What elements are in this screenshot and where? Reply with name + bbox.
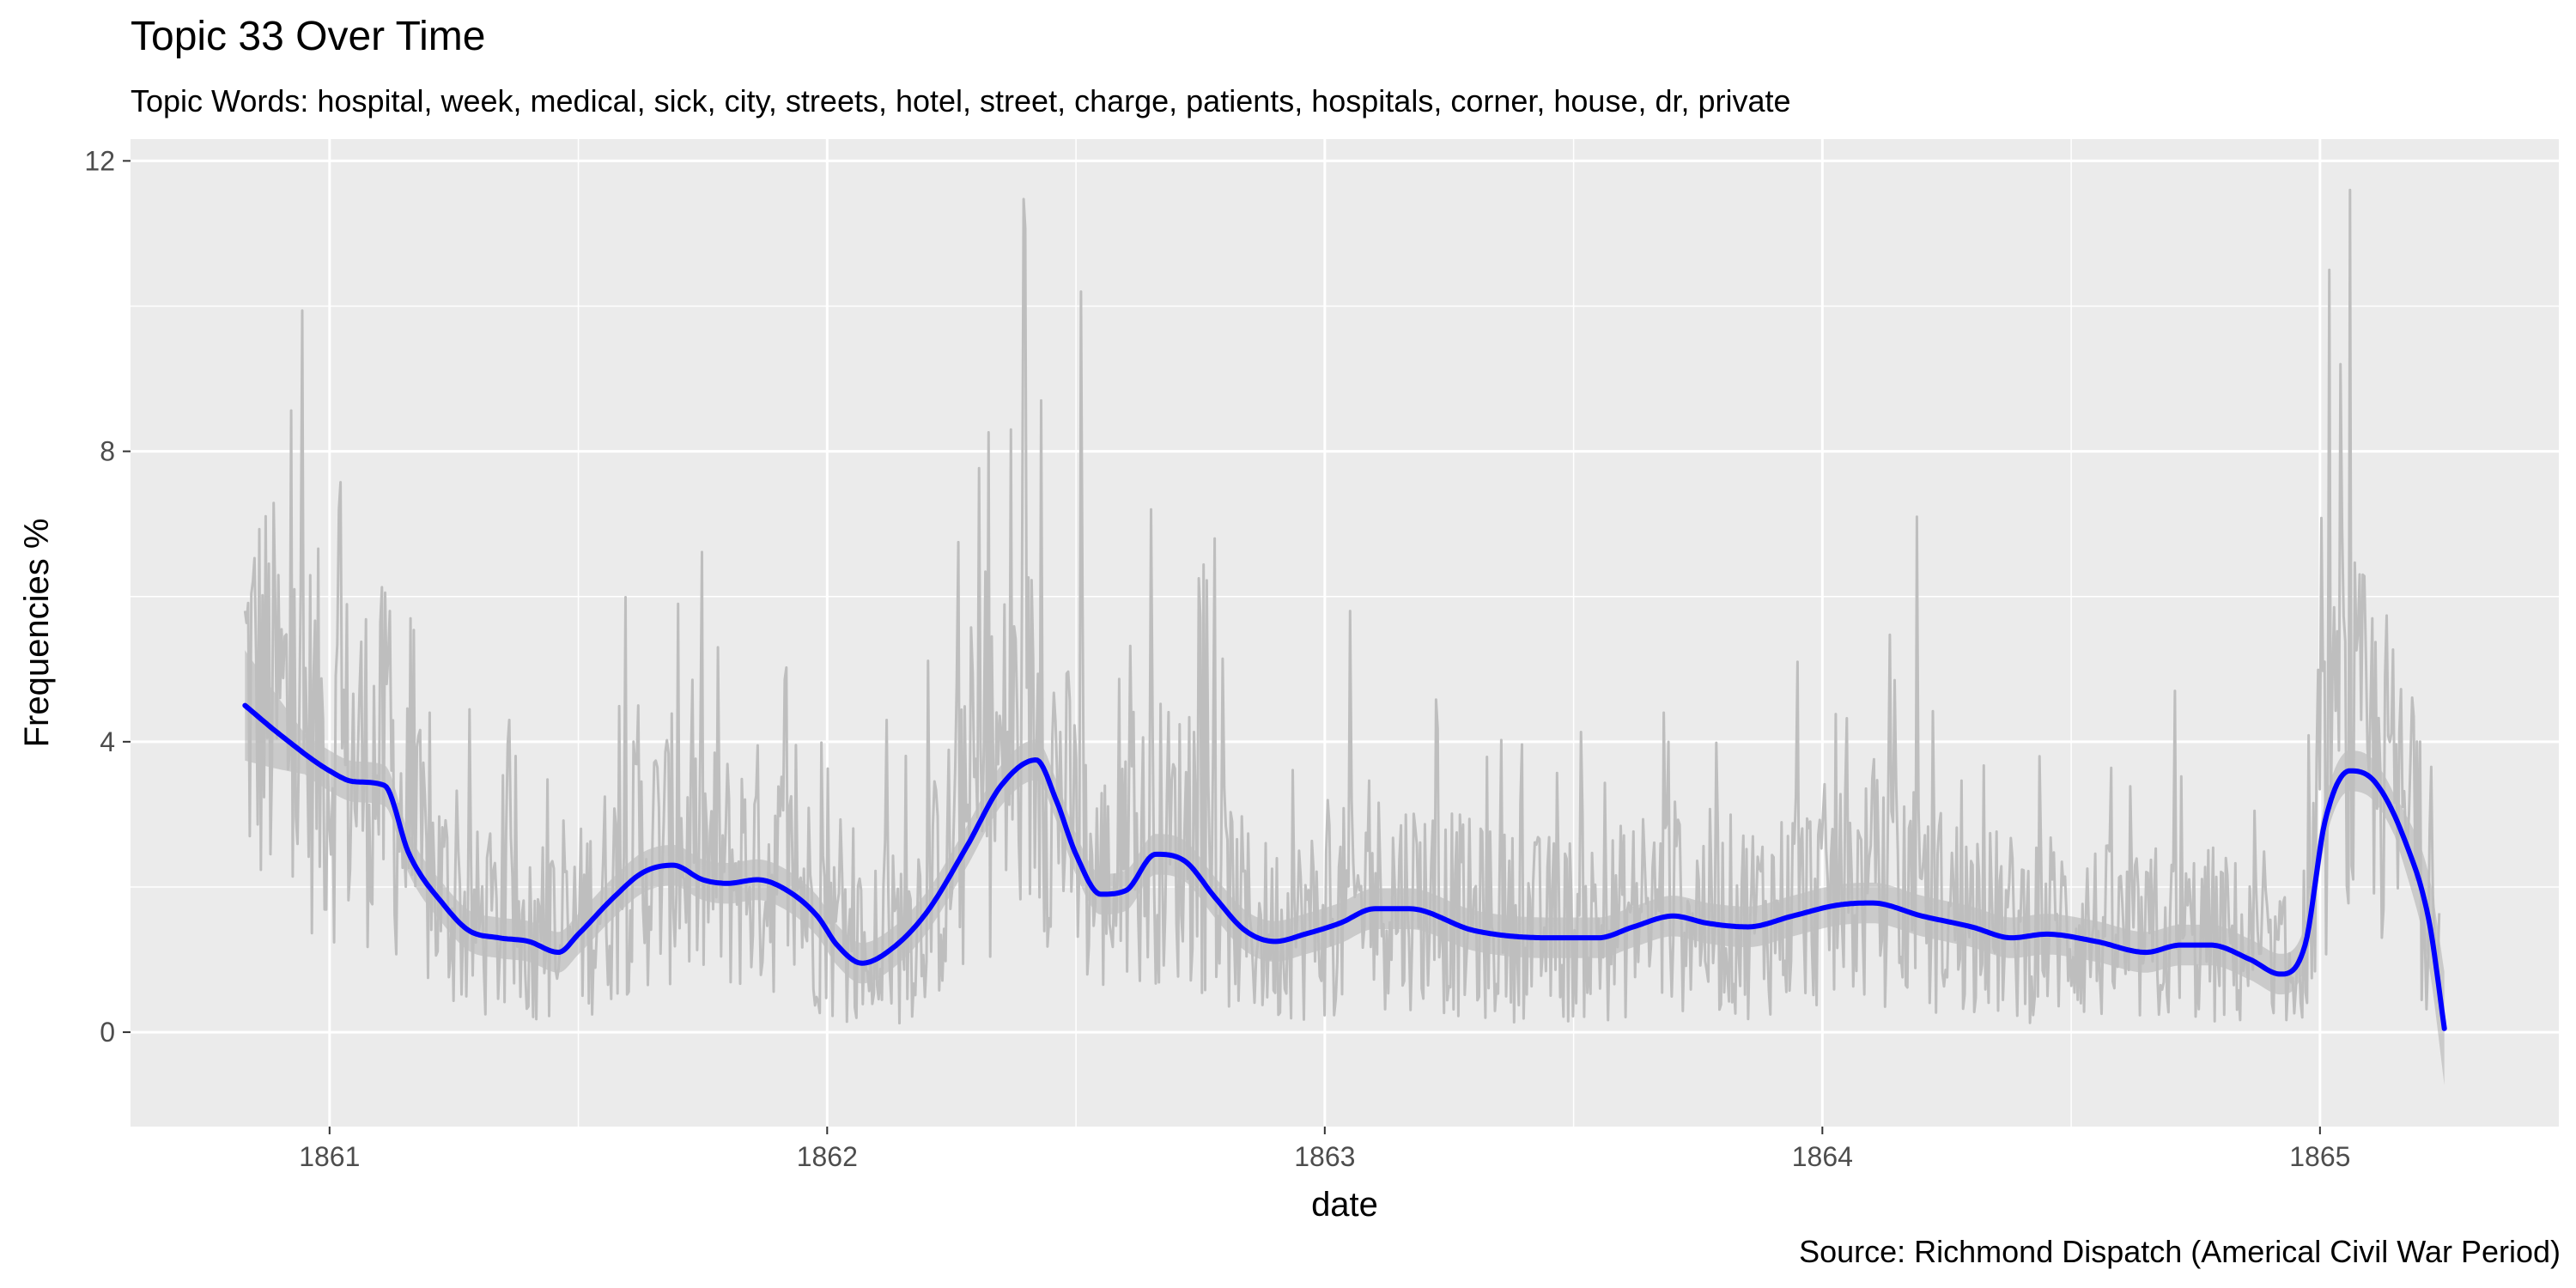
x-tick-label: 1863: [1294, 1141, 1355, 1172]
chart-title: Topic 33 Over Time: [131, 14, 485, 59]
y-tick-label: 12: [84, 145, 115, 176]
y-axis-title: Frequencies %: [18, 519, 56, 748]
x-axis: 1861 1862 1863 1864 1865: [299, 1127, 2350, 1172]
x-tick-label: 1864: [1792, 1141, 1853, 1172]
y-tick-label: 8: [100, 436, 115, 467]
chart-subtitle: Topic Words: hospital, week, medical, si…: [131, 83, 1791, 118]
y-tick-label: 0: [100, 1017, 115, 1048]
raw-frequency-line: [243, 188, 2441, 1025]
x-tick-label: 1865: [2289, 1141, 2350, 1172]
chart-caption: Source: Richmond Dispatch (Americal Civi…: [1799, 1234, 2561, 1269]
y-axis: 0 4 8 12: [84, 145, 131, 1048]
x-tick-label: 1862: [797, 1141, 858, 1172]
major-gridlines: [131, 139, 2559, 1127]
x-tick-label: 1861: [299, 1141, 360, 1172]
y-tick-label: 4: [100, 726, 115, 757]
smoothed-trend-line: [242, 702, 2447, 1031]
x-axis-title: date: [1311, 1186, 1378, 1224]
